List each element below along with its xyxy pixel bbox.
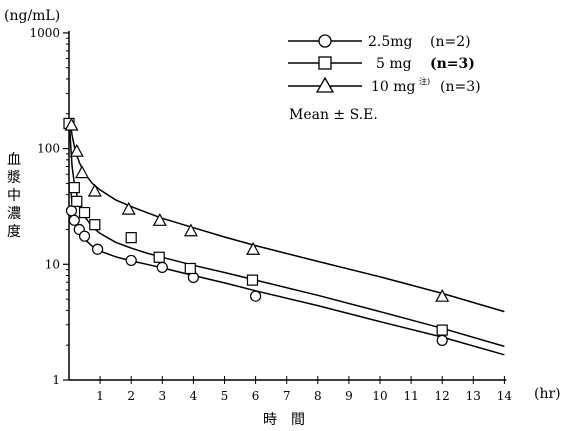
y-tick-label: 100 bbox=[37, 142, 60, 156]
x-tick-label: 5 bbox=[221, 389, 229, 403]
data-point-square bbox=[89, 219, 101, 231]
x-tick-label: 8 bbox=[314, 389, 322, 403]
x-tick-label: 1 bbox=[96, 389, 104, 403]
data-point-triangle bbox=[121, 201, 136, 215]
data-point-circle bbox=[68, 214, 80, 226]
y-tick-label: 10 bbox=[45, 257, 60, 271]
y-axis-unit: (ng/mL) bbox=[4, 8, 60, 24]
legend-n: (n=3) bbox=[440, 79, 481, 95]
y-axis-title-char: 血 bbox=[7, 152, 21, 168]
x-axis-unit: (hr) bbox=[534, 386, 561, 402]
y-axis-title-char: 漿 bbox=[7, 170, 21, 186]
x-tick-label: 4 bbox=[190, 389, 198, 403]
x-tick-label: 14 bbox=[497, 389, 513, 403]
y-tick-label: 1000 bbox=[29, 26, 60, 40]
data-point-triangle bbox=[246, 241, 261, 255]
legend-n: (n=3) bbox=[430, 56, 475, 72]
data-point-triangle bbox=[64, 117, 79, 131]
y-axis-title-char: 中 bbox=[7, 188, 21, 204]
legend-entry-5mg: 5 mg (n=3) bbox=[288, 56, 475, 72]
x-tick-label: 7 bbox=[283, 389, 291, 403]
legend-label: 10 mg bbox=[371, 79, 416, 95]
fit-curve-triangle bbox=[69, 124, 505, 313]
data-point-square bbox=[125, 232, 137, 244]
x-axis-title: 時 間 bbox=[263, 412, 305, 428]
data-point-triangle bbox=[152, 213, 167, 226]
x-tick-label: 10 bbox=[372, 389, 387, 403]
legend-mean-se-note: Mean ± S.E. bbox=[289, 107, 378, 123]
y-axis-title-char: 度 bbox=[7, 224, 21, 240]
data-point-square bbox=[71, 195, 83, 207]
legend: 2.5mg (n=2) 5 mg (n=3) 10 mg 注) (n=3) Me… bbox=[288, 34, 481, 123]
data-point-circle bbox=[125, 254, 137, 267]
data-point-circle bbox=[65, 205, 78, 217]
data-point-circle bbox=[92, 243, 104, 255]
data-point-square bbox=[68, 182, 80, 194]
data-point-triangle bbox=[183, 223, 198, 237]
data-point-square bbox=[184, 262, 196, 275]
legend-entry-10mg: 10 mg 注) (n=3) bbox=[288, 76, 481, 95]
y-axis-title-char: 濃 bbox=[7, 206, 21, 222]
data-point-circle bbox=[250, 290, 262, 302]
x-tick-label: 12 bbox=[435, 389, 450, 403]
legend-triangle-marker bbox=[315, 76, 335, 93]
data-point-square bbox=[246, 274, 259, 286]
data-point-triangle bbox=[435, 288, 450, 302]
legend-square-marker bbox=[318, 56, 332, 70]
legend-label: 5 mg bbox=[376, 56, 412, 72]
legend-circle-marker bbox=[318, 34, 332, 48]
x-tick-label: 13 bbox=[466, 389, 481, 403]
legend-footnote: 注) bbox=[419, 76, 430, 86]
legend-n: (n=2) bbox=[430, 34, 471, 50]
x-tick-label: 9 bbox=[345, 389, 353, 403]
y-tick-label: 1 bbox=[52, 373, 60, 387]
data-point-circle bbox=[78, 230, 91, 242]
legend-entry-2-5mg: 2.5mg (n=2) bbox=[288, 34, 471, 50]
x-tick-label: 2 bbox=[127, 389, 135, 403]
data-point-triangle bbox=[75, 165, 90, 179]
x-tick-label: 3 bbox=[158, 389, 166, 403]
data-point-square bbox=[78, 206, 91, 219]
data-point-square bbox=[436, 324, 448, 336]
x-tick-label: 6 bbox=[252, 389, 260, 403]
x-tick-label: 11 bbox=[403, 389, 418, 403]
data-point-circle bbox=[156, 261, 168, 274]
data-point-square bbox=[153, 251, 165, 263]
legend-label: 2.5mg bbox=[368, 34, 413, 50]
data-point-triangle bbox=[69, 143, 84, 157]
data-point-triangle bbox=[87, 183, 102, 197]
data-markers bbox=[63, 117, 450, 346]
data-point-circle bbox=[436, 334, 448, 346]
